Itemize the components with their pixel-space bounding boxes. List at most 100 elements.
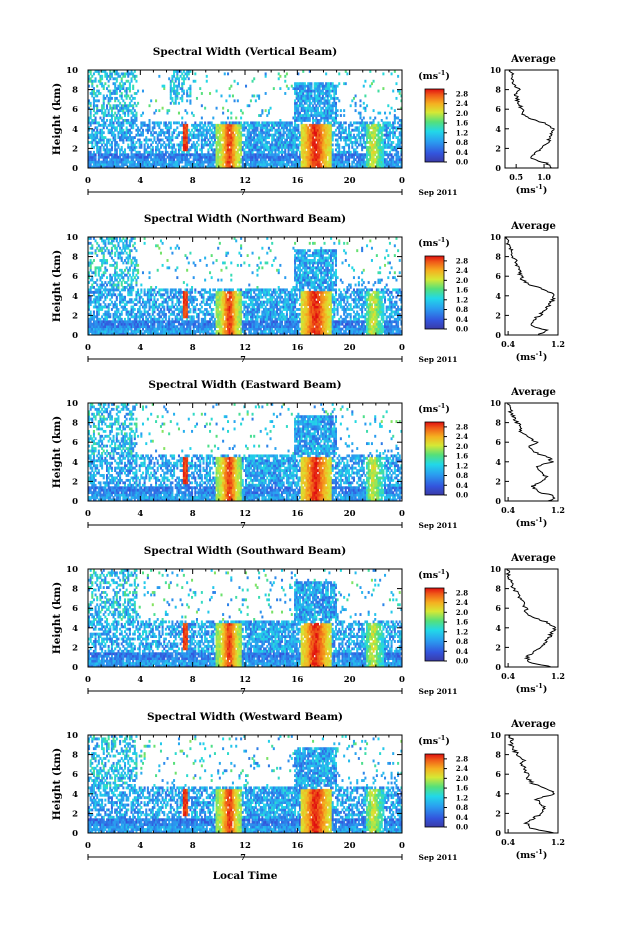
heatmap-cell	[217, 123, 220, 127]
heatmap-cell	[115, 72, 118, 76]
heatmap-cell	[246, 131, 249, 135]
heatmap-cell	[382, 163, 385, 166]
panel-title: Spectral Width (Northward Beam)	[144, 213, 346, 225]
heatmap-cell	[366, 158, 369, 162]
heatmap-cell	[174, 317, 177, 321]
heatmap-cell	[182, 155, 185, 159]
heatmap-cell	[305, 136, 308, 139]
heatmap-cell	[177, 320, 180, 324]
heatmap-cell	[295, 89, 298, 93]
heatmap-cell	[127, 320, 130, 324]
heatmap-cell	[303, 94, 306, 98]
heatmap-cell	[91, 74, 94, 78]
heatmap-cell	[102, 101, 105, 105]
heatmap-cell	[392, 131, 395, 135]
heatmap-cell	[166, 325, 169, 329]
heatmap-cell	[318, 138, 321, 142]
average-unit: (ms-1)	[516, 183, 548, 196]
heatmap-cell	[114, 99, 117, 103]
heatmap-cell	[110, 96, 113, 100]
heatmap-cell	[222, 133, 225, 137]
heatmap-cell	[171, 251, 174, 255]
heatmap-cell	[300, 150, 303, 154]
heatmap-cell	[395, 150, 398, 154]
heatmap-cell	[112, 126, 115, 130]
heatmap-cell	[316, 141, 319, 144]
heatmap-cell	[182, 158, 185, 162]
heatmap-cell	[298, 133, 302, 137]
heatmap-cell	[375, 126, 378, 130]
heatmap-cell	[88, 77, 91, 81]
heatmap-cell	[295, 94, 298, 98]
heatmap-cell	[369, 158, 372, 162]
heatmap-cell	[398, 123, 401, 127]
heatmap-cell	[186, 165, 189, 169]
heatmap-cell	[295, 153, 298, 157]
heatmap-cell	[107, 138, 110, 142]
heatmap-cell	[330, 155, 333, 159]
heatmap-cell	[163, 312, 166, 316]
heatmap-cell	[122, 295, 125, 299]
heatmap-cell	[168, 315, 171, 319]
heatmap-cell	[359, 138, 362, 142]
heatmap-cell	[274, 150, 277, 154]
y-tick-label: 8	[72, 86, 78, 96]
heatmap-cell	[130, 141, 133, 144]
heatmap-cell	[215, 141, 218, 144]
heatmap-cell	[370, 121, 373, 125]
heatmap-cell	[377, 128, 380, 132]
heatmap-cell	[114, 288, 117, 292]
heatmap-cell	[258, 145, 261, 149]
heatmap-cell	[202, 145, 205, 149]
heatmap-cell	[277, 150, 280, 154]
heatmap-cell	[119, 128, 122, 132]
heatmap-cell	[240, 145, 243, 149]
heatmap-cell	[266, 128, 269, 132]
heatmap-cell	[181, 99, 184, 103]
heatmap-cell	[159, 133, 162, 137]
heatmap-cell	[356, 138, 359, 142]
heatmap-cell	[169, 155, 172, 159]
heatmap-cell	[205, 128, 208, 132]
heatmap-cell	[155, 155, 158, 159]
average-y-tick-label: 2	[495, 143, 501, 153]
heatmap-cell	[392, 160, 395, 164]
heatmap-cell	[207, 123, 210, 127]
heatmap-cell	[119, 121, 122, 125]
heatmap-cell	[390, 160, 393, 164]
heatmap-cell	[372, 79, 375, 83]
heatmap-cell	[115, 126, 118, 130]
heatmap-cell	[300, 145, 303, 149]
heatmap-cell	[177, 158, 180, 162]
heatmap-cell	[254, 138, 257, 142]
heatmap-cell	[156, 138, 159, 142]
heatmap-cell	[138, 293, 141, 297]
heatmap-cell	[328, 153, 331, 157]
heatmap-cell	[300, 94, 303, 98]
heatmap-cell	[320, 133, 323, 137]
heatmap-cell	[153, 111, 156, 115]
heatmap-cell	[364, 131, 367, 135]
heatmap-cell	[212, 153, 215, 157]
heatmap-cell	[182, 148, 185, 152]
heatmap-cell	[227, 123, 230, 127]
heatmap-cell	[200, 158, 203, 162]
heatmap-cell	[128, 268, 131, 272]
heatmap-cell	[125, 273, 128, 277]
heatmap-cell	[101, 251, 104, 255]
heatmap-cell	[143, 310, 146, 314]
heatmap-cell	[174, 148, 177, 152]
heatmap-cell	[338, 123, 341, 127]
heatmap-cell	[140, 163, 143, 166]
heatmap-cell	[297, 145, 300, 149]
heatmap-cell	[194, 150, 197, 154]
heatmap-cell	[105, 320, 109, 324]
heatmap-cell	[122, 111, 125, 115]
heatmap-cell	[212, 155, 215, 159]
heatmap-cell	[146, 298, 149, 302]
heatmap-cell	[117, 131, 120, 135]
heatmap-cell	[122, 128, 125, 132]
heatmap-cell	[171, 322, 174, 326]
heatmap-cell	[91, 143, 94, 147]
heatmap-cell	[179, 148, 182, 152]
